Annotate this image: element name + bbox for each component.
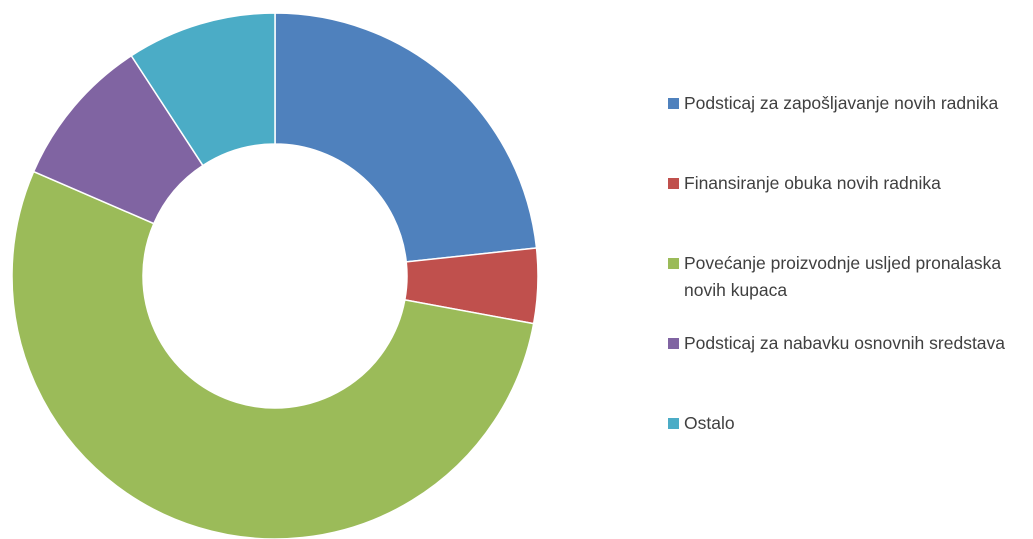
legend-swatch — [668, 418, 679, 429]
legend-item: Povećanje proizvodnje usljed pronalaska … — [668, 250, 1028, 330]
legend-item: Ostalo — [668, 410, 1028, 490]
legend-label: Podsticaj za zapošljavanje novih radnika — [684, 93, 999, 113]
legend-item: Finansiranje obuka novih radnika — [668, 170, 1028, 250]
legend-swatch — [668, 98, 679, 109]
donut-segment — [274, 12, 538, 263]
legend-swatch — [668, 178, 679, 189]
legend-label: Povećanje proizvodnje usljed pronalaska … — [684, 253, 1002, 300]
legend-item: Podsticaj za zapošljavanje novih radnika — [668, 90, 1028, 170]
donut-segment — [130, 12, 276, 167]
donut-segment — [11, 170, 535, 539]
legend-item: Podsticaj za nabavku osnovnih sredstava — [668, 330, 1028, 410]
chart — [11, 12, 539, 539]
legend-swatch — [668, 338, 679, 349]
legend-label: Ostalo — [684, 413, 735, 433]
legend-label: Finansiranje obuka novih radnika — [684, 173, 941, 193]
legend-swatch — [668, 258, 679, 269]
legend: Podsticaj za zapošljavanje novih radnika… — [668, 90, 1028, 490]
legend-label: Podsticaj za nabavku osnovnih sredstava — [684, 333, 1006, 353]
